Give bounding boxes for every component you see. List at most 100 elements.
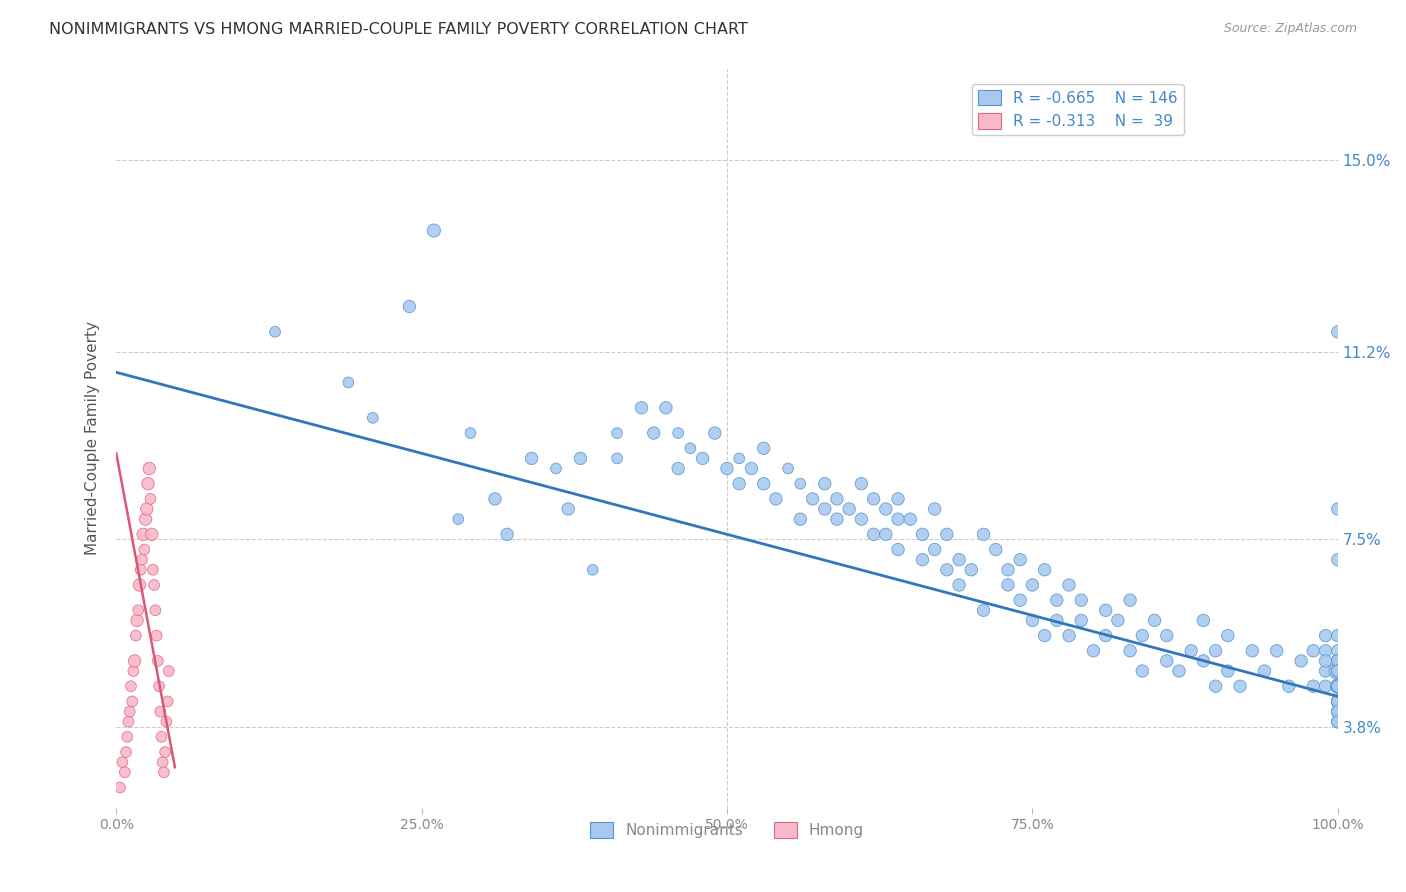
Point [139,491,162,506]
Point [1326,654,1348,668]
Point [1326,714,1348,729]
Point [122,664,145,678]
Point [960,563,983,577]
Point [155,714,177,729]
Point [948,552,970,566]
Point [143,578,166,592]
Point [1326,694,1348,708]
Point [1326,654,1348,668]
Point [1326,714,1348,729]
Point [150,730,173,744]
Point [1143,614,1166,628]
Y-axis label: Married-Couple Family Poverty: Married-Couple Family Poverty [86,321,100,555]
Point [1156,629,1178,643]
Point [814,476,837,491]
Point [1326,694,1348,708]
Point [423,223,446,237]
Point [131,552,153,566]
Point [582,563,605,577]
Point [911,552,934,566]
Point [120,679,142,693]
Point [1326,654,1348,668]
Point [1326,664,1348,678]
Point [132,527,155,541]
Point [825,512,848,526]
Point [898,512,921,526]
Point [496,527,519,541]
Text: NONIMMIGRANTS VS HMONG MARRIED-COUPLE FAMILY POVERTY CORRELATION CHART: NONIMMIGRANTS VS HMONG MARRIED-COUPLE FA… [49,22,748,37]
Point [125,629,148,643]
Point [1326,502,1348,516]
Point [337,376,360,390]
Point [825,491,848,506]
Point [1289,654,1312,668]
Point [117,730,139,744]
Point [136,476,159,491]
Point [935,563,957,577]
Point [1107,614,1129,628]
Point [924,542,946,557]
Point [1119,644,1142,658]
Point [134,542,156,557]
Point [728,476,751,491]
Point [1094,603,1116,617]
Point [1326,694,1348,708]
Point [1326,664,1348,678]
Point [814,502,837,516]
Point [1326,705,1348,719]
Point [875,527,897,541]
Point [1326,694,1348,708]
Point [1326,664,1348,678]
Point [1033,629,1056,643]
Point [114,765,136,780]
Point [703,426,725,441]
Point [1326,705,1348,719]
Point [1216,664,1239,678]
Point [1010,593,1032,607]
Point [1326,714,1348,729]
Point [111,755,134,769]
Point [544,461,567,475]
Point [1265,644,1288,658]
Point [935,527,957,541]
Point [778,461,800,475]
Point [129,563,152,577]
Point [973,603,995,617]
Point [1130,664,1153,678]
Point [118,705,141,719]
Point [875,502,897,516]
Point [862,527,884,541]
Point [135,502,157,516]
Point [789,512,811,526]
Point [887,512,910,526]
Point [1326,679,1348,693]
Point [460,426,482,441]
Point [630,401,652,415]
Point [973,527,995,541]
Point [924,502,946,516]
Point [1070,614,1092,628]
Point [156,694,179,708]
Point [124,654,146,668]
Point [1326,629,1348,643]
Point [1326,664,1348,678]
Point [1315,679,1337,693]
Point [1326,705,1348,719]
Point [666,461,689,475]
Point [1326,664,1348,678]
Point [716,461,738,475]
Point [887,491,910,506]
Point [1326,679,1348,693]
Point [138,461,160,475]
Point [765,491,787,506]
Point [1278,679,1301,693]
Point [1326,694,1348,708]
Point [557,502,579,516]
Point [1315,644,1337,658]
Point [1070,593,1092,607]
Point [1326,654,1348,668]
Point [1326,679,1348,693]
Point [1046,593,1069,607]
Point [655,401,678,415]
Point [1083,644,1105,658]
